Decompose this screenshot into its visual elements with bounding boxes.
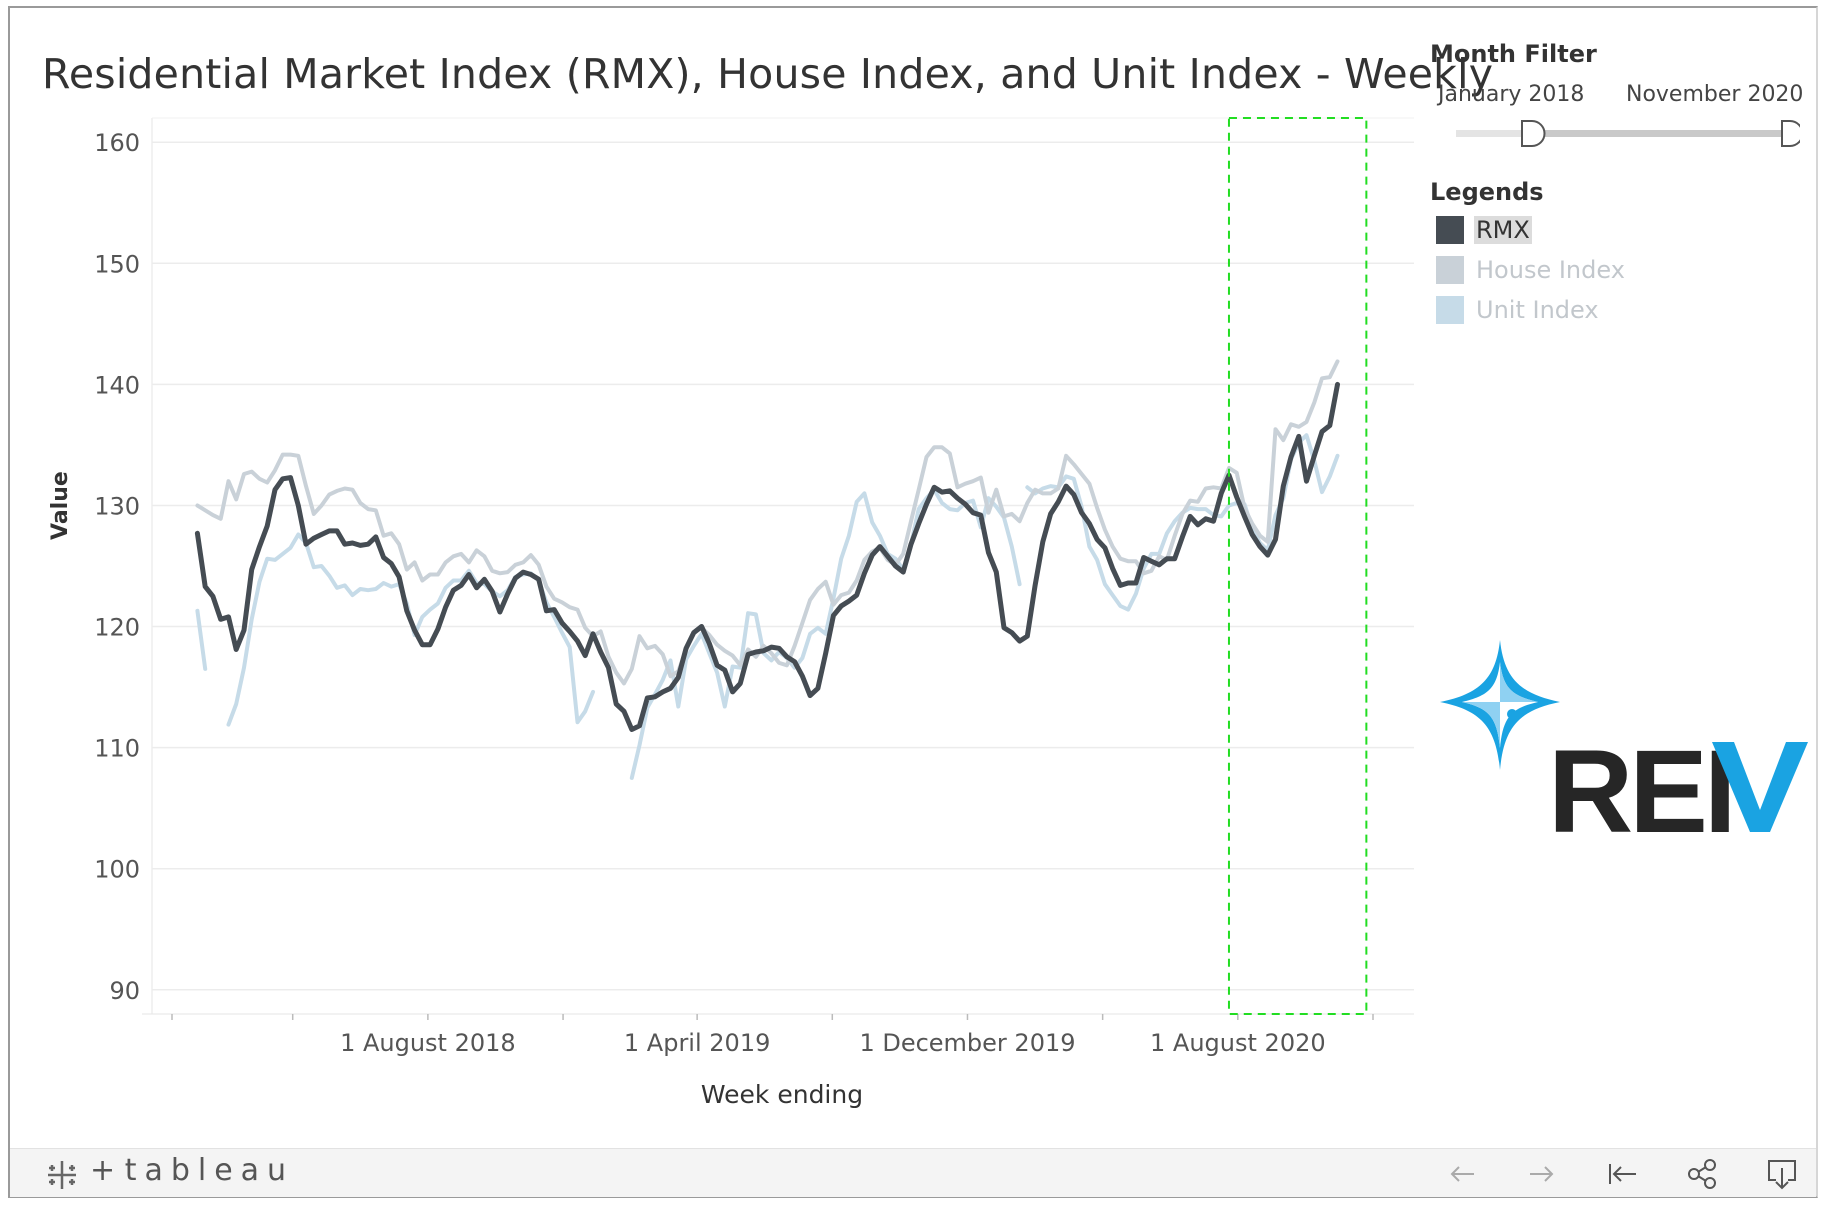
reiv-logo-v [1712,742,1808,832]
x-tick-label: 1 August 2020 [1150,1029,1326,1057]
dashboard-frame [8,6,1818,1198]
y-axis-title: Value [48,471,73,540]
slider-selected-range [1532,130,1786,137]
x-tick-label: 1 April 2019 [624,1029,770,1057]
legend-swatch-house-index [1436,256,1464,284]
legend-swatch-unit-index [1436,296,1464,324]
series-line-house-index[interactable] [195,359,1340,686]
series-line-rmx[interactable] [194,381,1340,732]
share-icon[interactable] [1684,1156,1720,1192]
x-tick-label: 1 December 2019 [859,1029,1075,1057]
legend-item-house-index[interactable]: House Index [1436,254,1627,286]
tableau-brand-text[interactable]: + tableau [90,1153,295,1188]
chart-title: Residential Market Index (RMX), House In… [42,50,1494,98]
reiv-star-icon [1440,640,1560,770]
month-filter-max-label: November 2020 [1626,82,1804,107]
legend-title: Legends [1430,178,1544,206]
month-filter-slider[interactable] [1450,118,1800,152]
highlight-selection-box[interactable] [1227,117,1368,1015]
series-line-unit-index[interactable] [195,608,208,671]
y-tick-label: 120 [94,614,140,642]
y-tick-label: 150 [94,250,140,278]
x-axis-title: Week ending [700,1080,864,1109]
redo-icon[interactable] [1524,1156,1560,1192]
tableau-logo-icon [48,1161,76,1189]
legend-label-house-index: House Index [1476,256,1625,284]
y-tick-label: 130 [94,492,140,520]
y-tick-label: 160 [94,129,140,157]
legend-label-rmx: RMX [1474,216,1532,244]
reiv-logo: REI [1440,640,1808,840]
slider-start-handle[interactable] [1521,120,1546,147]
download-icon[interactable] [1764,1156,1800,1192]
legend-item-unit-index[interactable]: Unit Index [1436,294,1601,326]
revert-icon[interactable] [1604,1156,1640,1192]
month-filter-title: Month Filter [1430,40,1597,68]
undo-icon[interactable] [1444,1156,1480,1192]
series-line-unit-index[interactable] [629,487,1022,780]
y-tick-label: 140 [94,371,140,399]
month-filter-min-label: January 2018 [1438,82,1585,107]
legend-item-rmx[interactable]: RMX [1436,214,1532,246]
reiv-logo-text-dark: REI [1548,726,1733,840]
legend-label-unit-index: Unit Index [1476,296,1599,324]
legend-swatch-rmx [1436,216,1464,244]
slider-end-handle[interactable] [1781,120,1800,147]
y-tick-label: 100 [94,856,140,884]
y-tick-label: 90 [109,977,140,1005]
tableau-toolbar [10,1148,1816,1197]
y-tick-label: 110 [94,735,140,763]
line-chart[interactable]: 90 100 110 120 130 140 150 160 1 August 2018 1 Ap… [0,0,1830,1140]
x-tick-label: 1 August 2018 [340,1029,516,1057]
